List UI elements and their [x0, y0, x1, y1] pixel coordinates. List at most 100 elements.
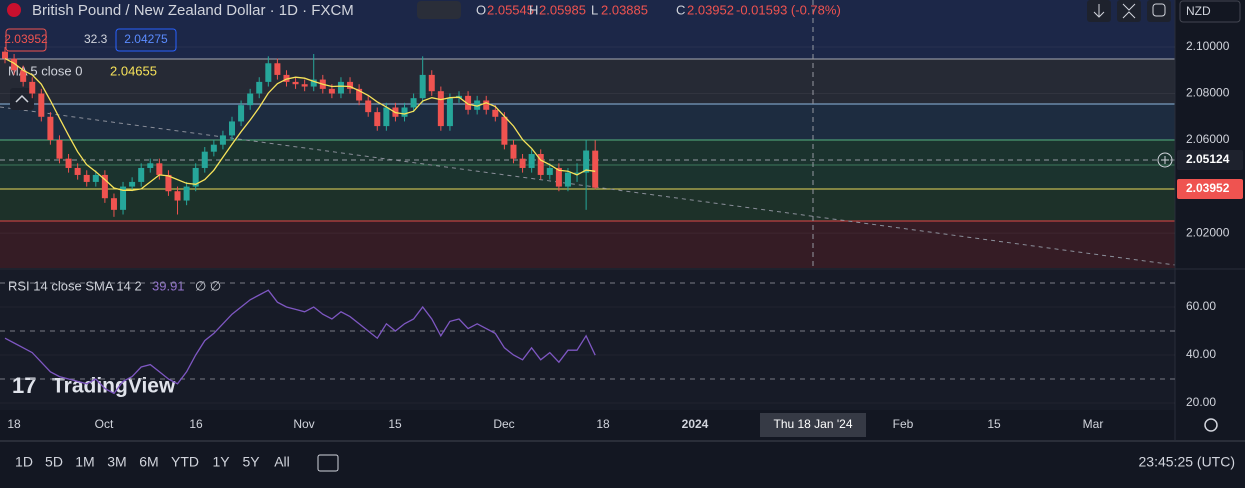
watermark: TradingView	[52, 375, 176, 398]
rsi-tick-label: 20.00	[1186, 395, 1216, 409]
high-value: 2.05985	[539, 2, 586, 17]
candle-body	[374, 112, 381, 127]
x-tick-label: 16	[189, 417, 203, 431]
calendar-icon[interactable]	[317, 454, 339, 472]
range-button[interactable]: All	[274, 454, 290, 470]
candle-body	[65, 158, 72, 168]
candle-body	[210, 144, 217, 152]
icon-button[interactable]	[1147, 0, 1171, 22]
c-label: C	[676, 2, 685, 17]
range-button[interactable]: YTD	[171, 454, 199, 470]
candle-body	[219, 135, 226, 145]
range-button[interactable]: 3M	[107, 454, 126, 470]
candle-body	[238, 105, 245, 122]
candle-body	[129, 181, 136, 187]
zone	[0, 0, 1175, 59]
candle-body	[510, 144, 517, 159]
candle-body	[201, 151, 208, 168]
crosshair-date-box	[760, 413, 866, 437]
range-button[interactable]: 1Y	[212, 454, 230, 470]
crosshair-price-box	[1177, 150, 1243, 170]
open-value: 2.05545	[487, 2, 534, 17]
candle-body	[120, 186, 127, 210]
candle-body	[310, 79, 317, 87]
x-tick-label: Mar	[1083, 417, 1104, 431]
candle-body	[165, 174, 172, 192]
change-value: -0.01593 (-0.78%)	[736, 2, 841, 17]
candle-body	[2, 51, 8, 59]
candle-body	[337, 81, 344, 94]
x-tick-label: Oct	[95, 417, 114, 431]
candle-body	[38, 93, 45, 117]
low-value: 2.03885	[601, 2, 648, 17]
clock: 23:45:25 (UTC)	[1139, 454, 1235, 470]
y-tick-label: 2.02000	[1186, 225, 1230, 239]
currency-button[interactable]	[1179, 0, 1241, 23]
x-tick-label: 18	[596, 417, 610, 431]
last-price-box	[1177, 179, 1243, 199]
download-icon	[1093, 4, 1105, 18]
expand-icon	[1122, 3, 1136, 19]
indicator-toggle[interactable]	[417, 1, 461, 19]
h-label: H	[529, 2, 538, 17]
settings-icon[interactable]	[1204, 418, 1218, 432]
ma-line	[4, 58, 596, 191]
candle-body	[592, 150, 599, 188]
o-label: O	[476, 2, 486, 17]
candle-body	[256, 81, 263, 94]
x-tick-label: Nov	[293, 417, 314, 431]
candle-body	[555, 167, 562, 187]
candle-body	[546, 167, 553, 175]
range-button[interactable]: 1D	[15, 454, 33, 470]
ma-label: MA 5 close 0	[8, 63, 82, 78]
candle-body	[229, 121, 235, 136]
last-price: 2.03952	[1186, 181, 1230, 195]
candle-body	[401, 107, 408, 117]
range-button[interactable]: 5Y	[242, 454, 260, 470]
x-tick-label: 2024	[682, 417, 709, 431]
range-button[interactable]: 5D	[45, 454, 63, 470]
spread: 32.3	[84, 32, 108, 46]
candle-body	[283, 74, 290, 82]
candle-body	[174, 191, 181, 201]
collapse-icon	[15, 94, 29, 103]
x-tick-label: 15	[388, 417, 402, 431]
bid-box[interactable]	[5, 28, 47, 52]
x-tick-label: 18	[7, 417, 21, 431]
candle-body	[347, 81, 354, 89]
add-icon-plus	[1161, 156, 1169, 164]
range-button[interactable]: 1M	[75, 454, 94, 470]
ma-value: 2.04655	[110, 63, 157, 78]
symbol-title: British Pound / New Zealand Dollar · 1D …	[32, 2, 354, 19]
y-tick-label: 2.06000	[1186, 132, 1230, 146]
candle-body	[583, 150, 590, 173]
candle-body	[192, 167, 199, 187]
x-tick-label: Dec	[493, 417, 514, 431]
candle-body	[492, 109, 499, 117]
fullscreen-icon	[1152, 3, 1166, 17]
rsi-value: 39.91	[152, 278, 185, 293]
candle-body	[274, 63, 281, 75]
icon-button[interactable]	[1117, 0, 1141, 22]
candle-body	[301, 84, 308, 87]
rsi-tick-label: 40.00	[1186, 347, 1216, 361]
zone	[0, 104, 1175, 140]
add-icon[interactable]	[1157, 152, 1173, 168]
candle-body	[574, 172, 581, 174]
candle-body	[92, 174, 99, 182]
flag-icon	[7, 3, 21, 17]
candle-body	[101, 174, 108, 199]
ask-box[interactable]	[115, 28, 177, 52]
collapse-button[interactable]	[10, 88, 34, 110]
crosshair-date: Thu 18 Jan '24	[773, 417, 852, 431]
currency: NZD	[1186, 4, 1211, 18]
range-button[interactable]: 6M	[139, 454, 158, 470]
candle-body	[11, 58, 18, 71]
candle-body	[501, 116, 508, 145]
candle-body	[110, 198, 117, 210]
candle-body	[292, 81, 299, 85]
rsi-label: RSI 14 close SMA 14 2	[8, 278, 142, 293]
candle-body	[483, 100, 490, 110]
candle-body	[56, 140, 63, 159]
